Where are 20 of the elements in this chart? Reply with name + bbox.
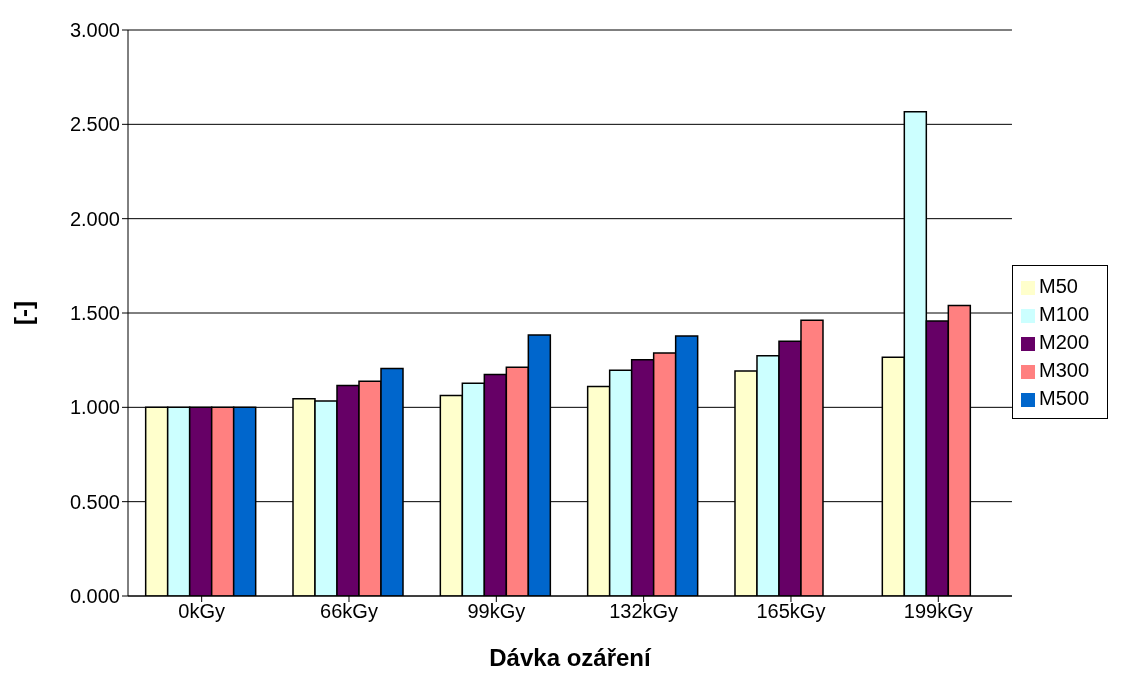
- legend-label: M300: [1038, 359, 1089, 381]
- y-tick-label: 0.000: [69, 585, 120, 608]
- y-tick-label: 1.000: [69, 396, 120, 419]
- legend-label: M200: [1038, 331, 1089, 353]
- y-tick-label: 3.000: [69, 19, 120, 42]
- x-axis-title: Dávka ozáření: [489, 644, 653, 671]
- y-tick-label: 2.000: [69, 207, 120, 230]
- x-tick-label: 132kGy: [609, 600, 679, 623]
- x-tick-label: 199kGy: [903, 600, 973, 623]
- legend-label: M100: [1038, 303, 1089, 325]
- y-tick-label: 1.500: [69, 302, 120, 325]
- y-tick-label: 0.500: [69, 490, 120, 513]
- legend-label: M500: [1038, 387, 1089, 409]
- x-tick-label: 99kGy: [467, 600, 526, 623]
- x-tick-label: 165kGy: [756, 600, 826, 623]
- x-tick-label: 66kGy: [320, 600, 378, 623]
- y-axis-title: [-]: [9, 301, 37, 325]
- x-tick-label: 0kGy: [178, 600, 226, 623]
- legend-label: M50: [1038, 275, 1078, 297]
- y-tick-label: 2.500: [69, 113, 120, 136]
